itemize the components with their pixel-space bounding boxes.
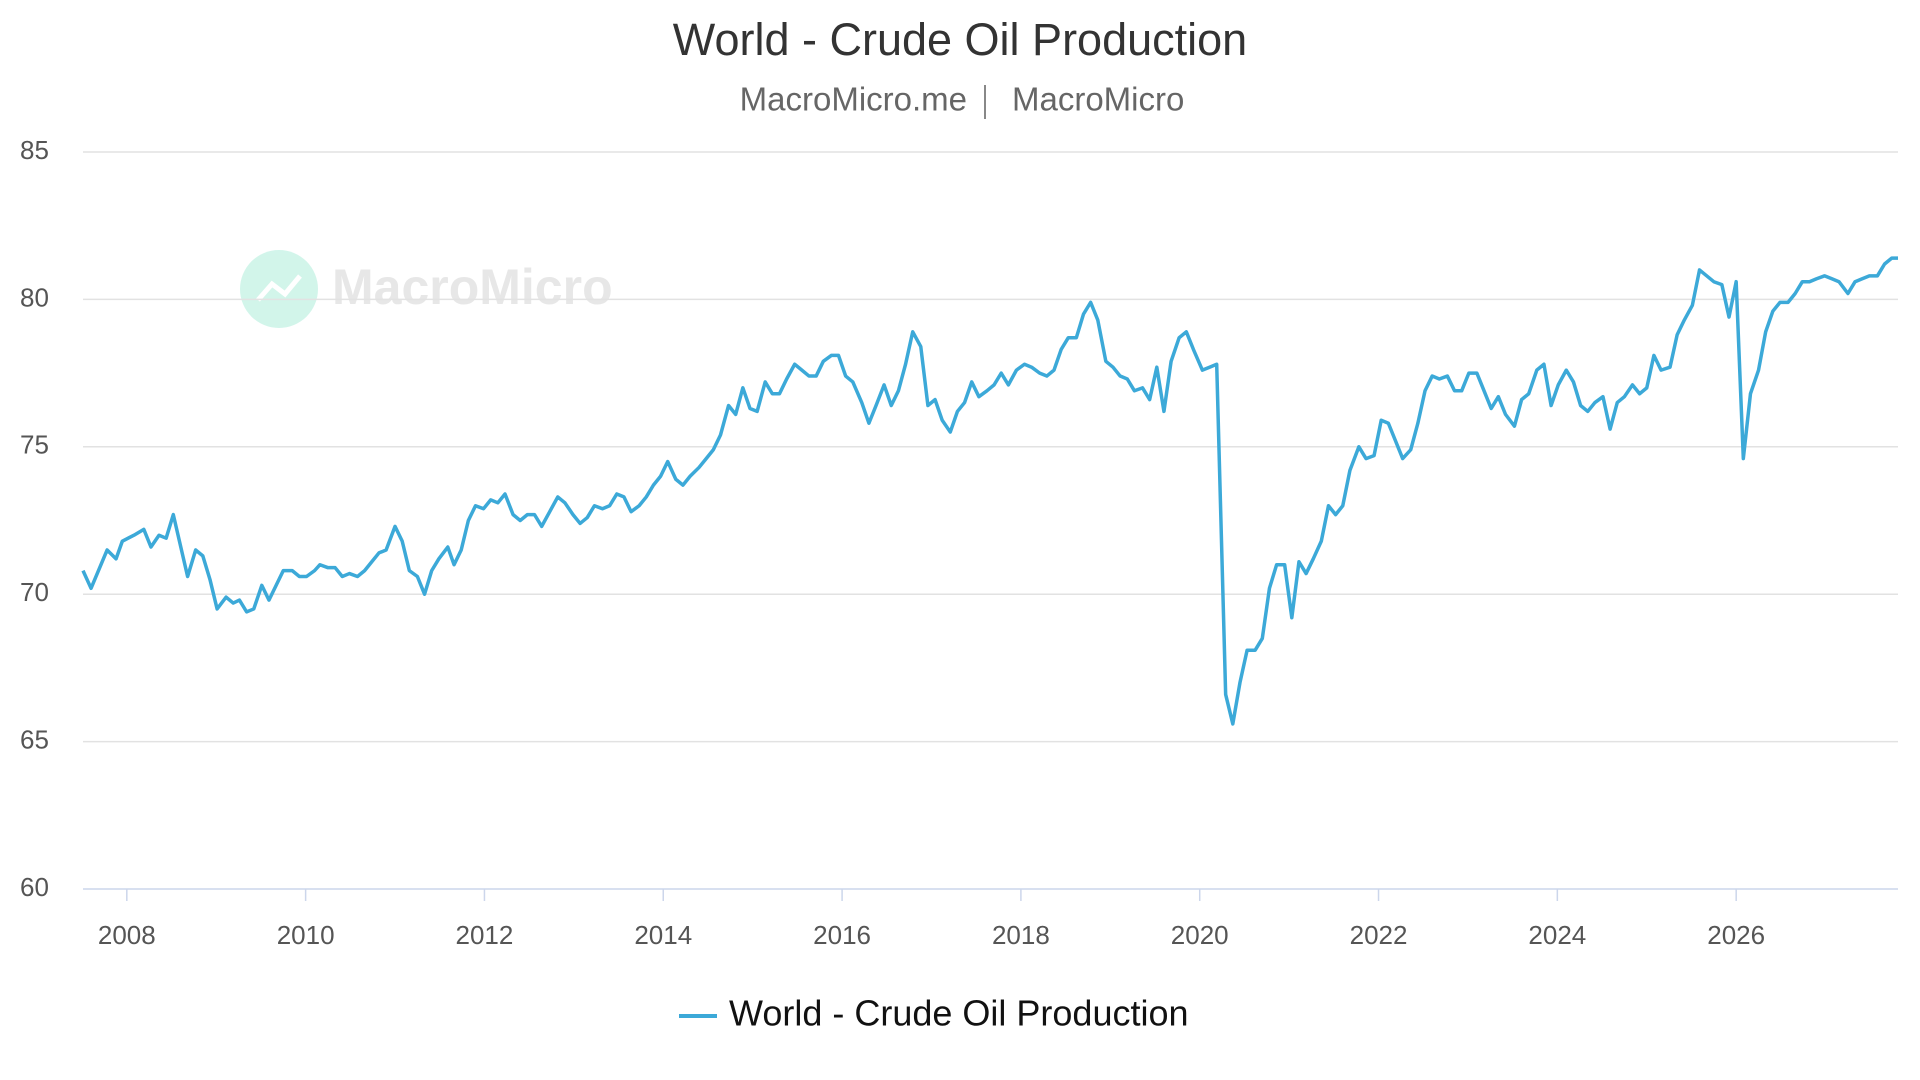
watermark-text: MacroMicro xyxy=(332,259,613,315)
x-tick-label: 2014 xyxy=(634,920,692,950)
y-tick-label: 80 xyxy=(20,282,49,312)
chart-title: World - Crude Oil Production xyxy=(673,14,1247,65)
y-tick-label: 65 xyxy=(20,724,49,754)
watermark-icon xyxy=(240,250,318,328)
watermark-icon xyxy=(256,274,302,302)
x-tick-label: 2010 xyxy=(277,920,335,950)
y-tick-label: 75 xyxy=(20,430,49,460)
x-tick-label: 2018 xyxy=(992,920,1050,950)
chart-subtitle: MacroMicro xyxy=(1012,81,1184,118)
x-tick-label: 2020 xyxy=(1171,920,1229,950)
x-tick-label: 2016 xyxy=(813,920,871,950)
y-tick-label: 70 xyxy=(20,577,49,607)
legend-label: World - Crude Oil Production xyxy=(729,993,1189,1034)
x-tick-label: 2012 xyxy=(456,920,514,950)
x-tick-label: 2022 xyxy=(1350,920,1408,950)
data-line xyxy=(81,256,1898,726)
watermark: MacroMicro xyxy=(240,250,613,328)
x-tick-label: 2008 xyxy=(98,920,156,950)
x-tick-label: 2024 xyxy=(1528,920,1586,950)
y-tick-label: 60 xyxy=(20,872,49,902)
x-tick-label: 2026 xyxy=(1707,920,1765,950)
chart-subtitle: MacroMicro.me xyxy=(740,81,967,118)
legend-item: World - Crude Oil Production xyxy=(679,993,1189,1034)
y-tick-label: 85 xyxy=(20,135,49,165)
